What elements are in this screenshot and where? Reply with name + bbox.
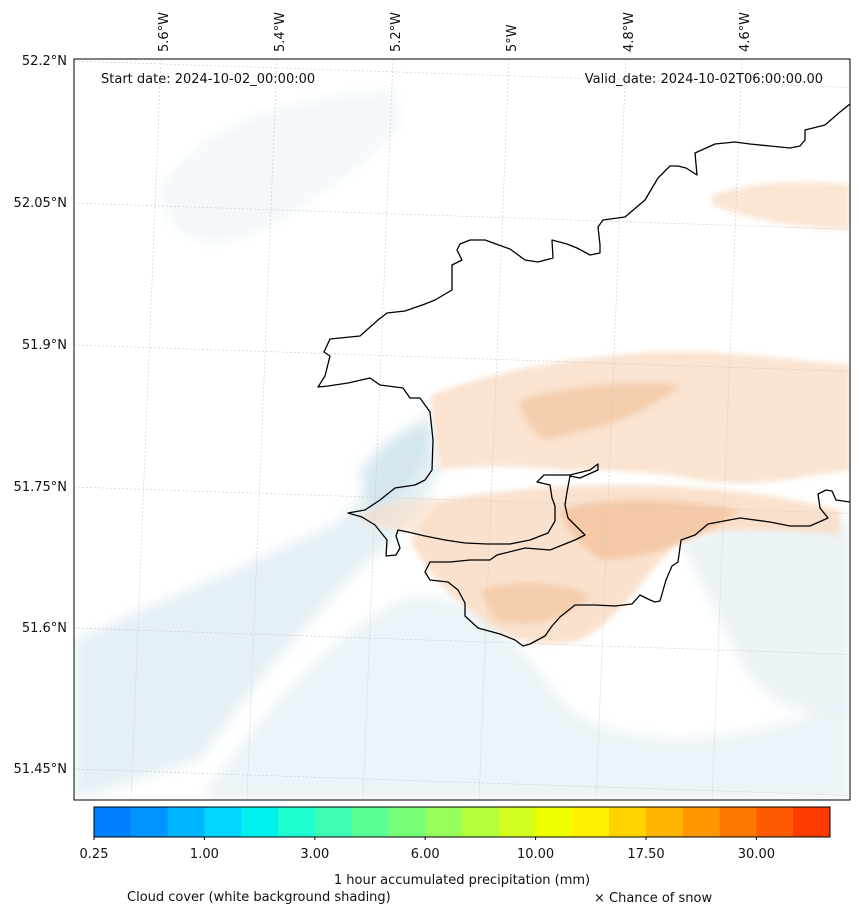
colorbar-swatch (572, 807, 610, 837)
valid-date-label: Valid_date: 2024-10-02T06:00:00.00 (585, 72, 823, 87)
map-frame (73, 58, 851, 801)
latitude-label: 51.75°N (14, 480, 67, 495)
colorbar-swatch (314, 807, 352, 837)
latitude-labels: 52.2°N 52.05°N 51.9°N 51.75°N 51.6°N 51.45°N (14, 54, 67, 777)
colorbar-swatch (425, 807, 463, 837)
colorbar-swatch (793, 807, 831, 837)
precip-band-north (430, 351, 850, 484)
colorbar-tick-labels: 0.25 1.00 3.00 6.00 10.00 17.50 30.00 (80, 837, 775, 862)
parallel-line (74, 202, 850, 230)
parallel-line (74, 486, 850, 514)
colorbar-swatch (609, 807, 647, 837)
colorbar-swatch (388, 807, 426, 837)
colorbar-swatch (535, 807, 573, 837)
colorbar-tick-label: 6.00 (411, 847, 440, 862)
precipitation-shading (360, 182, 850, 644)
colorbar-tick-label: 10.00 (517, 847, 554, 862)
colorbar-swatch (204, 807, 242, 837)
cloud-cover-shading (74, 90, 850, 800)
latitude-label: 51.6°N (22, 621, 67, 636)
coastline-north-shore (317, 103, 850, 647)
colorbar-label: 1 hour accumulated precipitation (mm) (334, 873, 590, 888)
colorbar-swatch (756, 807, 794, 837)
colorbar-tick-label: 3.00 (300, 847, 329, 862)
longitude-labels: 5.6°W 5.4°W 5.2°W 5°W 4.8°W 4.6°W (157, 12, 753, 52)
colorbar-swatch (241, 807, 279, 837)
cloud-shading-south (200, 596, 850, 800)
colorbar-swatch (167, 807, 205, 837)
parallel-line (74, 344, 850, 372)
longitude-label: 4.6°W (738, 12, 753, 52)
colorbar-swatch (682, 807, 720, 837)
latitude-label: 52.2°N (22, 54, 67, 69)
colorbar-swatch (719, 807, 757, 837)
precip-patch-northeast (712, 182, 850, 230)
graticule (74, 59, 850, 800)
colorbar-tick-label: 30.00 (738, 847, 775, 862)
precip-core-peninsula (480, 583, 590, 624)
cloud-cover-legend: Cloud cover (white background shading) (127, 890, 391, 905)
precip-core-south (560, 499, 740, 560)
latitude-label: 51.45°N (14, 762, 67, 777)
colorbar-swatch (130, 807, 168, 837)
precip-patch-west (360, 498, 440, 532)
colorbar-frame (93, 806, 831, 838)
colorbar-tick-label: 17.50 (627, 847, 664, 862)
parallel-line (74, 768, 850, 796)
parallel-line (74, 627, 850, 655)
colorbar-swatch (462, 807, 500, 837)
start-date-label: Start date: 2024-10-02_00:00:00 (101, 72, 315, 87)
coastline (317, 103, 850, 647)
colorbar-tick-label: 1.00 (190, 847, 219, 862)
longitude-label: 5°W (505, 24, 520, 52)
latitude-label: 52.05°N (14, 196, 67, 211)
longitude-label: 5.2°W (389, 12, 404, 52)
cloud-shading-north (160, 90, 400, 243)
latitude-label: 51.9°N (22, 338, 67, 353)
colorbar-swatch (498, 807, 536, 837)
colorbar-swatch (646, 807, 684, 837)
parallel-line (74, 60, 850, 88)
map-panel (74, 59, 850, 800)
colorbar-swatch (94, 807, 132, 837)
colorbar-swatch (351, 807, 389, 837)
longitude-label: 5.4°W (273, 12, 288, 52)
precip-core-north (520, 383, 680, 440)
colorbar-tick-label: 0.25 (80, 847, 109, 862)
cloud-shading-channel (360, 426, 430, 520)
cloud-shading-main (74, 410, 440, 800)
snow-legend: × Chance of snow (594, 891, 712, 906)
longitude-label: 4.8°W (622, 12, 637, 52)
precipitation-colorbar (94, 807, 831, 837)
colorbar-swatch (278, 807, 316, 837)
cloud-shading-east (680, 518, 850, 713)
longitude-label: 5.6°W (157, 12, 172, 52)
